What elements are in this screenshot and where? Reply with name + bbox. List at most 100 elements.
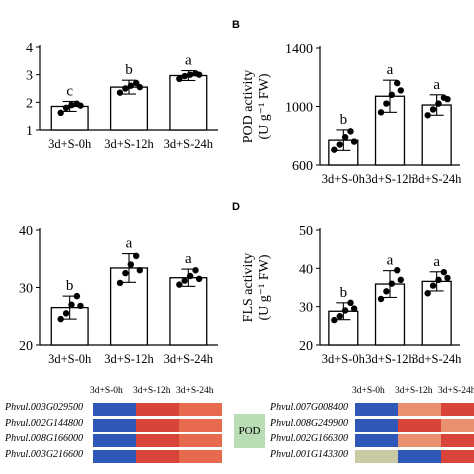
significance-letter-1-1: a <box>387 62 394 78</box>
heatmap-cell-left <box>136 403 179 416</box>
y-tick-label-1: 1400 <box>285 42 313 57</box>
significance-letter-3-1: a <box>387 253 394 269</box>
significance-letter-1-2: a <box>433 77 440 93</box>
significance-letter-2-2: a <box>185 251 192 267</box>
data-point-1-0-2 <box>341 134 349 141</box>
heatmap-cell-left <box>136 418 179 432</box>
data-point-1-1-0 <box>377 109 385 116</box>
y-tick-label-0: 2 <box>26 96 33 111</box>
heatmap-cell-right <box>398 434 441 447</box>
y-tick-label-1: 600 <box>292 159 313 174</box>
gene-label-right: Phvul.001G143300 <box>270 448 349 460</box>
data-point-1-1-4 <box>397 87 404 94</box>
x-tick-label-3-0: 3d+S-0h <box>322 352 366 366</box>
significance-letter-0-2: a <box>185 53 192 69</box>
bar-charts: 1 2 3 4 c 3d+S-0h b 3d+S-12h a 3d+S-24h 600 1000 140… <box>19 19 462 366</box>
data-point-2-0-1 <box>62 310 70 317</box>
data-point-3-1-0 <box>377 295 385 303</box>
heatmap-cell-right <box>398 418 441 432</box>
heatmap-cell-left <box>179 418 222 432</box>
heatmap-cell-right <box>355 434 398 447</box>
data-point-3-0-2 <box>341 307 349 314</box>
heatmap-cell-right <box>441 434 474 447</box>
panel-label-3: D <box>232 201 240 213</box>
data-point-1-0-0 <box>331 146 338 153</box>
data-point-3-0-4 <box>350 305 358 312</box>
data-point-1-1-2 <box>388 91 395 99</box>
data-point-0-1-3 <box>133 79 140 87</box>
data-point-2-0-3 <box>73 292 81 300</box>
data-point-1-2-0 <box>424 112 431 119</box>
y-tick-label-3: 50 <box>299 224 313 239</box>
x-tick-label-2-2: 3d+S-24h <box>164 352 214 366</box>
gene-label-right: Phvul.007G008400 <box>270 402 349 413</box>
heatmap-cell-right <box>398 449 441 463</box>
x-tick-label-1-2: 3d+S-24h <box>412 172 462 186</box>
gene-label-left: Phvul.003G216600 <box>5 448 84 460</box>
x-tick-label-0-2: 3d+S-24h <box>164 137 214 151</box>
significance-letter-2-1: a <box>126 236 133 252</box>
data-point-2-2-2 <box>186 272 194 280</box>
y-axis-label-3: FLS activity <box>241 253 256 323</box>
heatmap-cell-left <box>93 418 136 432</box>
data-point-3-1-3 <box>394 267 401 274</box>
y-tick-label-2: 30 <box>19 282 33 297</box>
significance-letter-3-0: b <box>340 285 348 301</box>
heatmap-cell-right <box>355 403 398 416</box>
data-point-0-2-0 <box>176 75 183 83</box>
data-point-1-0-3 <box>347 128 354 135</box>
data-point-2-1-0 <box>116 279 124 287</box>
gene-label-right: Phvul.002G166300 <box>270 433 349 444</box>
y-tick-label-3: 20 <box>299 339 313 354</box>
data-point-1-1-1 <box>383 100 390 107</box>
data-point-1-0-1 <box>336 141 343 148</box>
x-tick-label-1-1: 3d+S-12h <box>365 172 415 186</box>
y-tick-label-3: 40 <box>299 262 313 277</box>
x-tick-label-3-2: 3d+S-24h <box>412 352 462 366</box>
y-tick-label-0: 4 <box>26 41 33 56</box>
heatmap-column-label-right: 3d+S-24h <box>438 386 474 396</box>
heatmap-cell-left <box>136 449 179 463</box>
data-point-3-0-3 <box>347 299 354 307</box>
data-point-0-1-2 <box>127 82 134 89</box>
data-point-3-0-1 <box>336 313 343 320</box>
data-point-2-0-2 <box>68 301 75 308</box>
x-tick-label-2-1: 3d+S-12h <box>104 352 154 366</box>
data-point-3-2-0 <box>424 290 431 297</box>
heatmap-cell-right <box>398 403 441 416</box>
y-tick-label-0: 1 <box>26 124 33 139</box>
data-point-2-0-0 <box>57 315 64 323</box>
data-point-0-0-4 <box>77 102 84 109</box>
heatmap-cell-left <box>93 434 136 447</box>
data-point-1-1-3 <box>394 79 401 87</box>
gene-label-left: Phvul.008G166000 <box>5 433 84 444</box>
y-axis-unit-3: (U g⁻¹ FW) <box>257 254 272 320</box>
data-point-0-2-4 <box>195 71 203 78</box>
data-point-2-1-1 <box>122 269 129 277</box>
data-point-3-1-4 <box>397 276 404 284</box>
data-point-0-1-0 <box>116 89 124 96</box>
data-point-3-2-3 <box>440 268 448 276</box>
data-point-3-2-1 <box>429 282 437 289</box>
data-point-2-1-3 <box>133 252 140 260</box>
data-point-3-2-4 <box>444 274 451 282</box>
data-point-1-2-2 <box>435 100 442 107</box>
data-point-3-2-2 <box>435 276 442 284</box>
bar-2-2 <box>169 277 208 346</box>
significance-letter-0-1: b <box>125 62 133 78</box>
panel-label-1: B <box>232 19 240 31</box>
data-point-2-1-4 <box>136 267 143 274</box>
y-axis-label-1: POD activity <box>241 70 256 144</box>
data-point-2-2-0 <box>176 281 183 288</box>
x-tick-label-0-1: 3d+S-12h <box>104 137 154 151</box>
heatmap-cell-right <box>441 403 474 416</box>
data-point-0-0-1 <box>62 104 70 112</box>
data-point-2-2-4 <box>195 275 203 283</box>
data-point-2-2-1 <box>181 277 188 284</box>
group-label-pod: POD <box>234 414 265 448</box>
heatmap-cell-left <box>93 449 136 463</box>
significance-letter-0-0: c <box>66 84 73 100</box>
y-tick-label-1: 1000 <box>285 101 313 116</box>
heatmap-cell-right <box>441 418 474 432</box>
heatmap-column-label-left: 3d+S-24h <box>176 386 214 396</box>
